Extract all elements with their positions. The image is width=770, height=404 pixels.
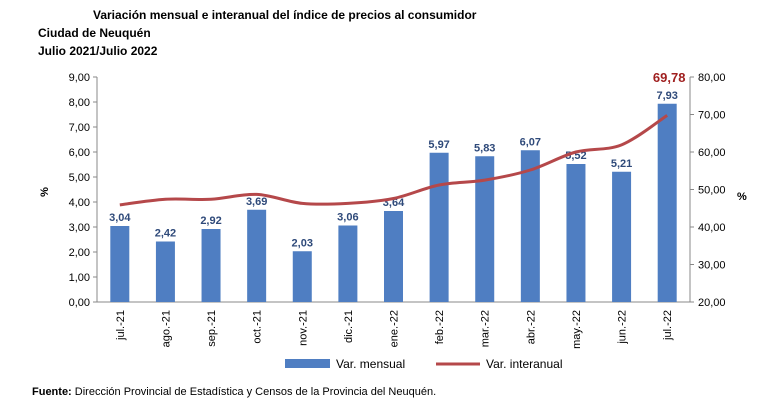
bar-value-label: 5,83 — [474, 142, 495, 154]
bar-value-label: 2,42 — [155, 228, 176, 240]
bar — [110, 226, 130, 302]
bar — [612, 171, 632, 302]
right-axis-label: % — [737, 191, 747, 203]
left-tick-label: 0,00 — [69, 297, 90, 309]
bar-value-label: 6,07 — [520, 136, 541, 148]
left-tick-label: 3,00 — [69, 222, 90, 234]
bar — [657, 103, 677, 302]
x-tick-label: jul.-22 — [662, 310, 674, 341]
interannual-line — [119, 114, 669, 207]
right-tick-label: 30,00 — [698, 260, 726, 272]
chart-subtitle-city: Ciudad de Neuquén — [38, 26, 151, 40]
bar — [384, 211, 403, 302]
left-axis-label: % — [39, 187, 51, 197]
x-tick-label: nov.-21 — [297, 310, 309, 346]
left-tick-label: 8,00 — [69, 97, 90, 109]
bar — [292, 251, 312, 302]
bar-value-label: 2,03 — [292, 237, 313, 249]
left-tick-label: 2,00 — [69, 247, 90, 259]
bar — [429, 152, 449, 302]
legend-bar-swatch — [285, 359, 330, 368]
x-tick-label: mar.-22 — [480, 310, 492, 347]
source-note: Fuente: Dirección Provincial de Estadíst… — [32, 386, 436, 398]
bar — [338, 225, 358, 302]
source-text: Dirección Provincial de Estadística y Ce… — [71, 386, 437, 398]
x-tick-label: sep.-21 — [206, 310, 218, 347]
bar-value-label: 5,21 — [611, 158, 632, 170]
x-tick-label: ene.-22 — [389, 310, 401, 347]
x-tick-label: jun.-22 — [617, 310, 629, 345]
chart-subtitle-period: Julio 2021/Julio 2022 — [38, 44, 158, 58]
source-label: Fuente: — [32, 386, 72, 398]
legend-line-label: Var. interanual — [486, 357, 563, 371]
left-tick-label: 5,00 — [69, 172, 90, 184]
x-tick-label: oct.-21 — [252, 310, 264, 344]
bar-value-label: 5,97 — [428, 139, 449, 151]
x-tick-label: dic.-21 — [343, 310, 355, 343]
bar — [247, 209, 267, 302]
x-tick-label: feb.-22 — [434, 310, 446, 344]
bar — [201, 229, 221, 302]
right-tick-label: 70,00 — [698, 110, 726, 122]
x-tick-label: abr.-22 — [525, 310, 537, 344]
bar — [520, 150, 540, 302]
bar — [566, 164, 586, 302]
left-tick-label: 1,00 — [69, 272, 90, 284]
left-tick-label: 6,00 — [69, 147, 90, 159]
right-tick-label: 40,00 — [698, 222, 726, 234]
right-tick-label: 20,00 — [698, 297, 726, 309]
bar-value-label: 3,69 — [246, 196, 267, 208]
bar-value-label: 3,04 — [109, 212, 131, 224]
bar-value-label: 2,92 — [200, 215, 221, 227]
right-tick-label: 50,00 — [698, 185, 726, 197]
bar — [475, 156, 495, 302]
left-tick-label: 7,00 — [69, 122, 90, 134]
left-tick-label: 4,00 — [69, 197, 90, 209]
last-interannual-label: 69,78 — [653, 70, 686, 85]
x-tick-label: may.-22 — [571, 310, 583, 349]
legend-bar-label: Var. mensual — [336, 357, 405, 371]
right-tick-label: 60,00 — [698, 147, 726, 159]
bar-value-label: 3,06 — [337, 212, 358, 224]
bar — [155, 241, 175, 302]
chart-title: Variación mensual e interanual del índic… — [93, 8, 477, 22]
x-tick-label: ago.-21 — [160, 310, 172, 347]
bar-value-label: 7,93 — [656, 90, 677, 102]
x-tick-label: jul.-21 — [115, 310, 127, 341]
right-tick-label: 80,00 — [698, 72, 726, 84]
left-tick-label: 9,00 — [69, 72, 90, 84]
